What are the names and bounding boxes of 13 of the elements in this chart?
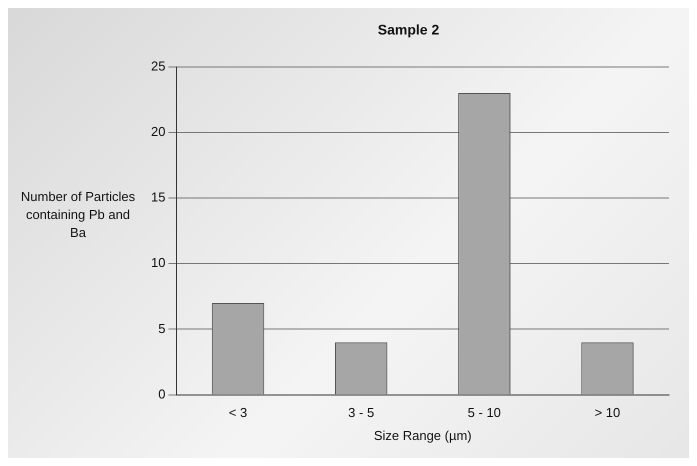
x-axis-title: Size Range (µm) xyxy=(374,428,472,443)
y-tick-label: 25 xyxy=(150,58,166,74)
x-tick-label: < 3 xyxy=(228,405,248,420)
x-tick-label: > 10 xyxy=(594,405,620,420)
y-tick-label: 0 xyxy=(158,386,166,402)
y-tick-label: 10 xyxy=(150,255,166,270)
y-axis-title: Number of Particles containing Pb and Ba xyxy=(20,188,136,242)
y-tick-label: 5 xyxy=(158,320,166,336)
y-tick-label: 15 xyxy=(150,190,166,205)
x-tick-label: 5 - 10 xyxy=(468,405,501,420)
x-tick-label: 3 - 5 xyxy=(348,405,374,420)
y-tick-label: 20 xyxy=(150,124,166,139)
chart-title: Sample 2 xyxy=(378,21,440,38)
